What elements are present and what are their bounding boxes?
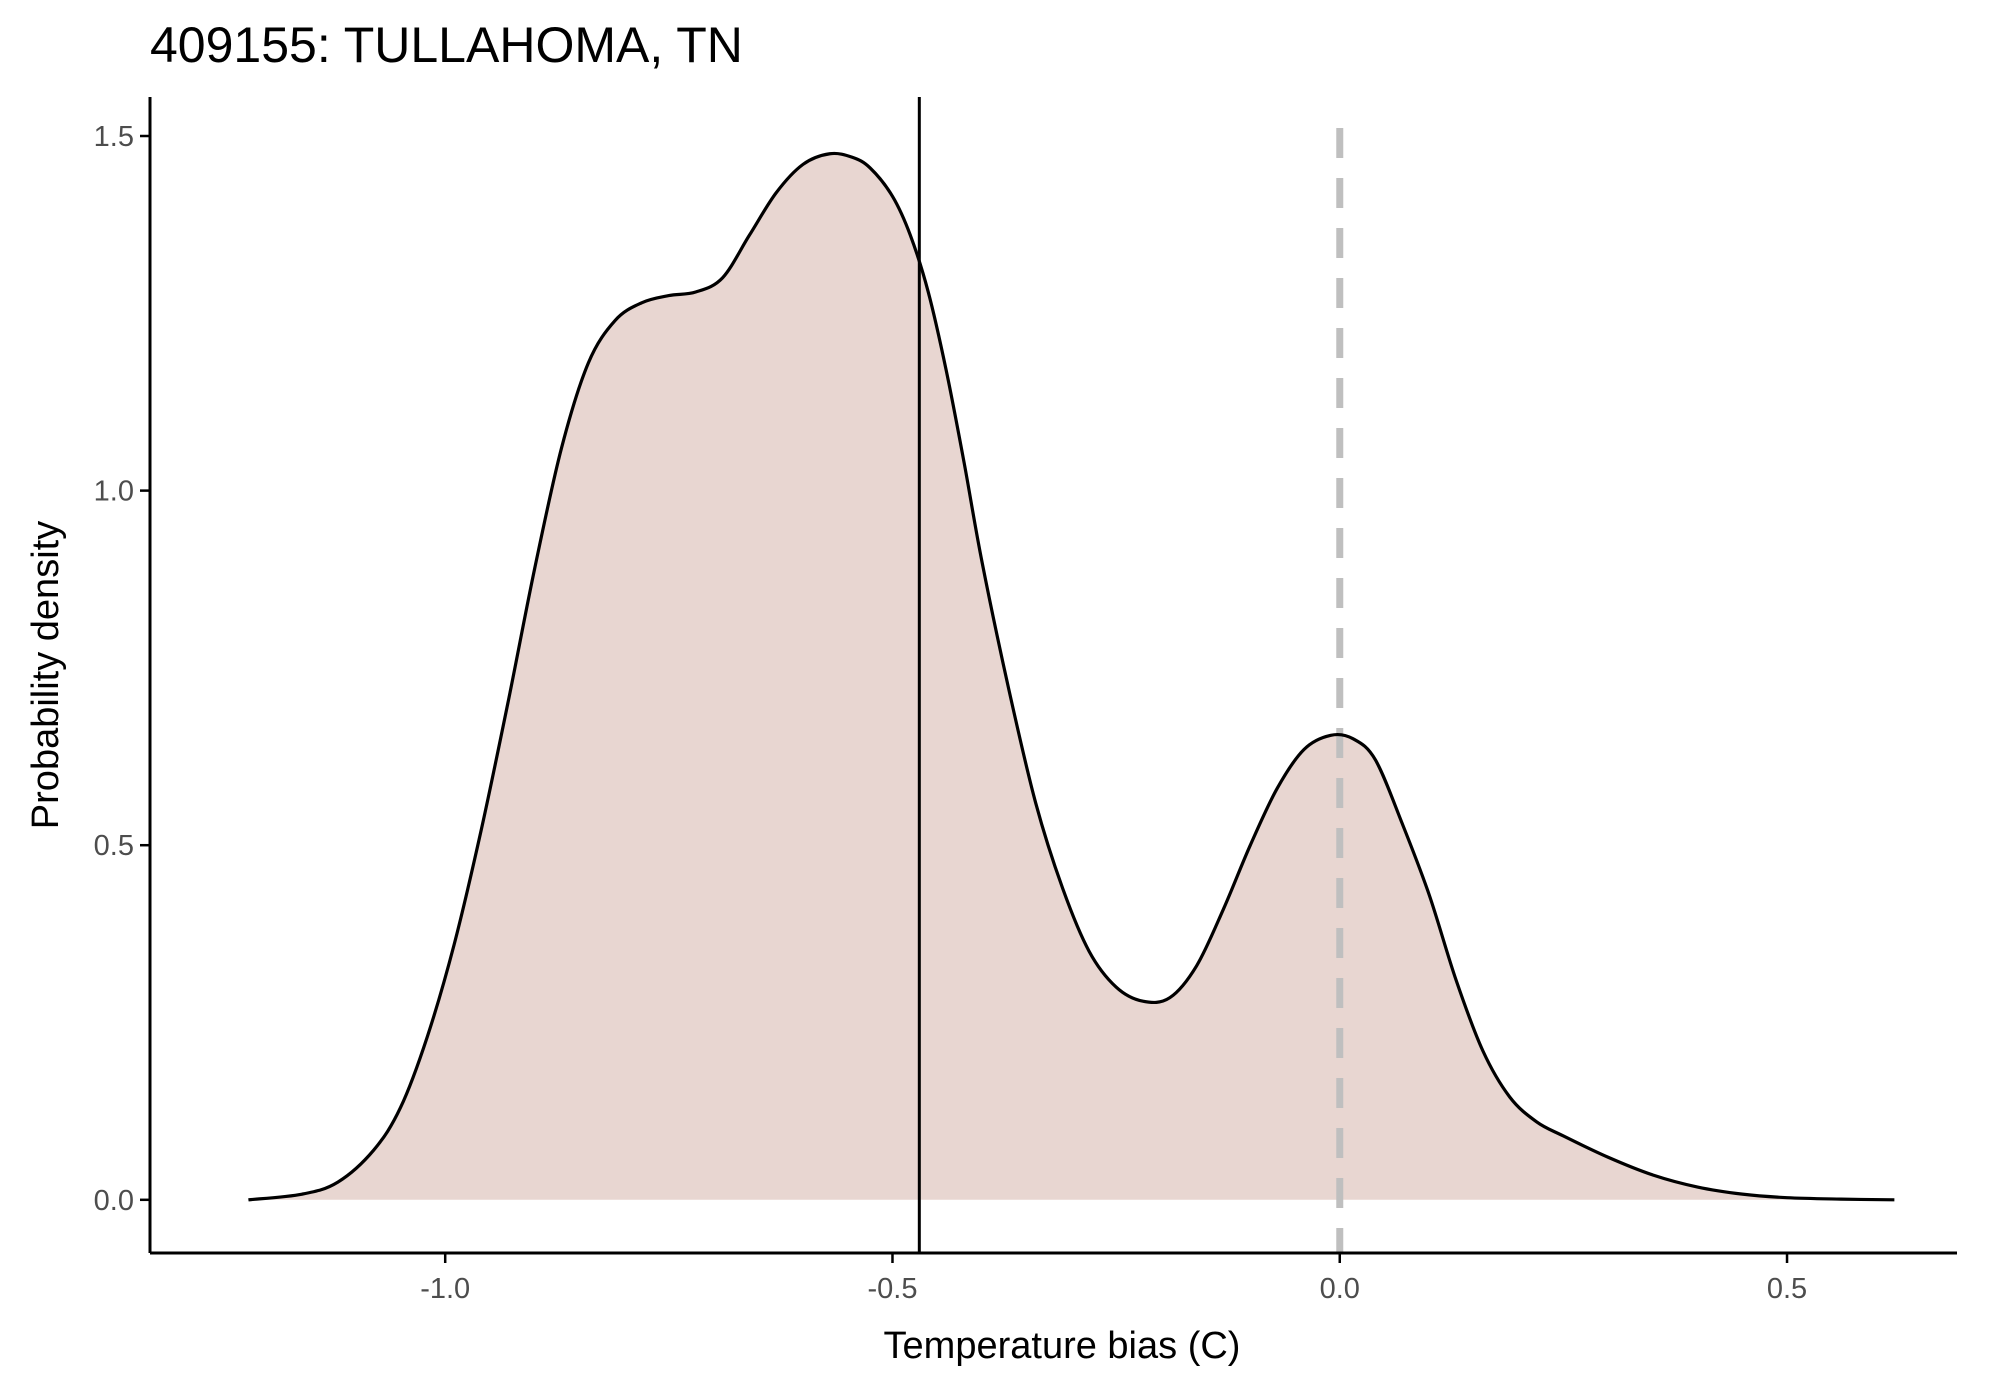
- y-tick-label: 0.5: [94, 830, 134, 862]
- chart-title: 409155: TULLAHOMA, TN: [150, 17, 743, 73]
- x-tick-label: 0.5: [1767, 1273, 1807, 1305]
- axis-ticks: -1.0 -0.5 0.0 0.5 0.0 0.5 1.0 1.5: [94, 121, 1808, 1305]
- x-tick-label: -0.5: [867, 1273, 917, 1305]
- y-tick-label: 0.0: [94, 1185, 134, 1217]
- y-axis-title: Probability density: [25, 521, 67, 829]
- x-tick-label: 0.0: [1320, 1273, 1360, 1305]
- x-tick-label: -1.0: [420, 1273, 470, 1305]
- density-area: [248, 153, 1895, 1200]
- y-tick-label: 1.5: [94, 121, 134, 153]
- y-tick-label: 1.0: [94, 476, 134, 508]
- plot-area: [248, 97, 1895, 1253]
- density-curve: [248, 151, 1895, 1202]
- axes: [148, 97, 1957, 1255]
- x-axis-title: Temperature bias (C): [884, 1325, 1241, 1367]
